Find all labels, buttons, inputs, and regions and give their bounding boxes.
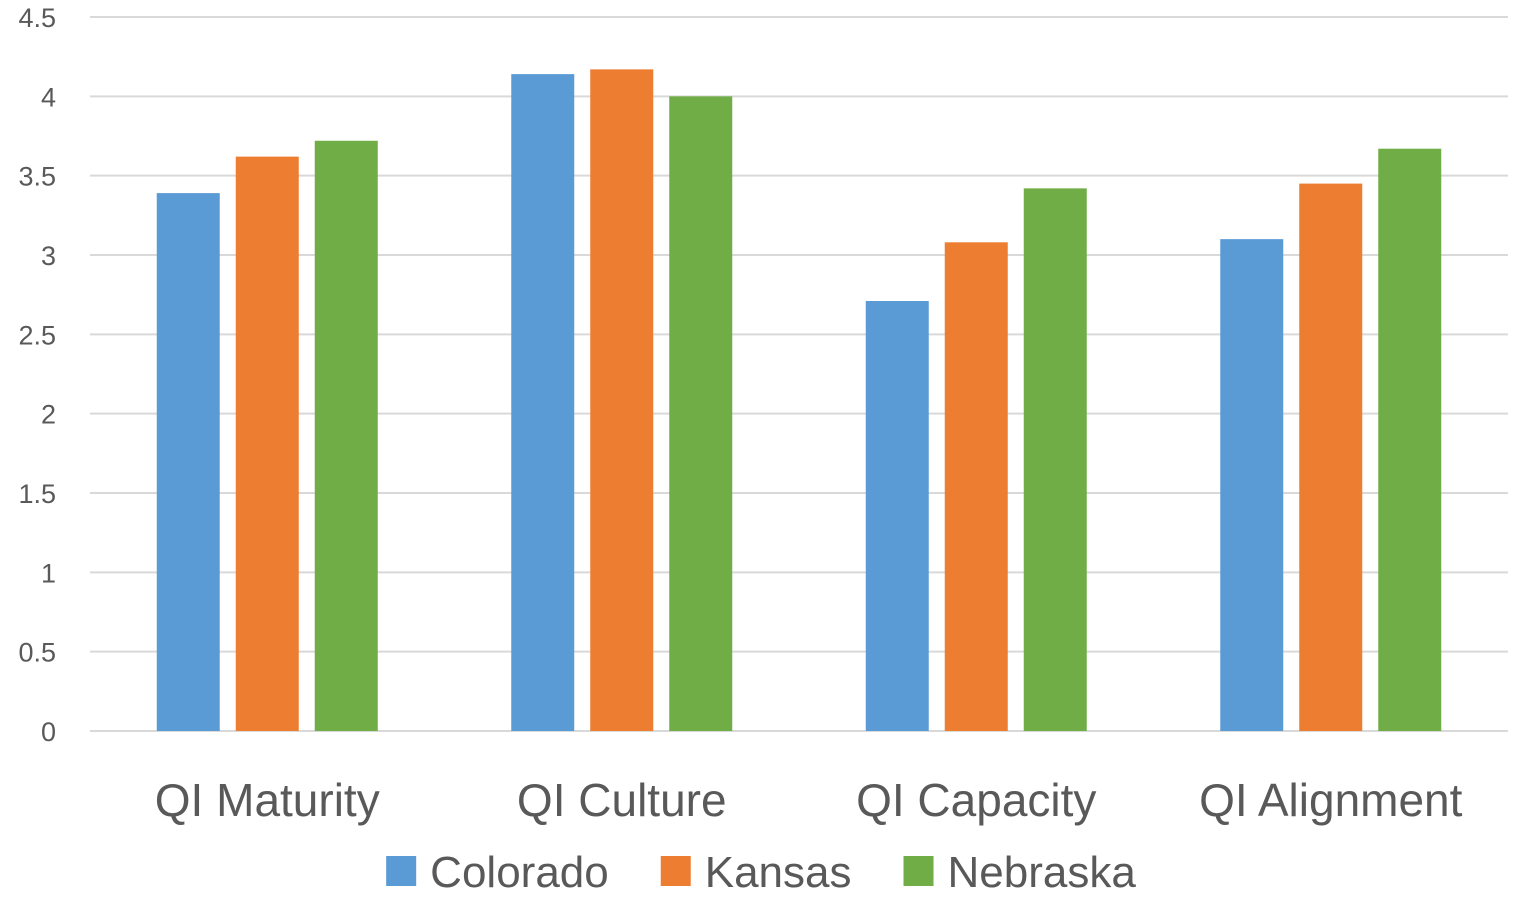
legend-swatch <box>903 856 934 886</box>
legend-swatch <box>386 856 417 886</box>
y-tick-label: 4.5 <box>18 3 56 33</box>
x-category-label: QI Culture <box>517 774 727 826</box>
x-axis-category-labels: QI Maturity QI Culture QI Capacity QI Align… <box>155 774 1463 826</box>
gridlines <box>90 16 1508 732</box>
x-category-label: QI Capacity <box>856 774 1096 826</box>
bar-nebraska-qi-culture <box>669 96 733 732</box>
bar-nebraska-qi-capacity <box>1023 188 1087 732</box>
bar-nebraska-qi-maturity <box>314 140 378 731</box>
bar-kansas-qi-capacity <box>944 242 1008 731</box>
legend-label: Kansas <box>705 848 852 897</box>
x-category-label: QI Alignment <box>1199 774 1463 826</box>
y-tick-label: 3 <box>41 241 56 271</box>
legend: Colorado Kansas Nebraska <box>386 848 1136 897</box>
bar-kansas-qi-alignment <box>1299 183 1363 732</box>
y-tick-label: 3.5 <box>18 162 56 192</box>
bar-colorado-qi-maturity <box>156 193 220 731</box>
x-category-label: QI Maturity <box>155 774 380 826</box>
bar-colorado-qi-alignment <box>1220 239 1284 731</box>
legend-item-nebraska: Nebraska <box>903 848 1137 897</box>
bar-kansas-qi-maturity <box>235 156 299 732</box>
bar-nebraska-qi-alignment <box>1378 148 1442 731</box>
y-tick-label: 1 <box>41 558 56 588</box>
legend-item-colorado: Colorado <box>386 848 609 897</box>
y-tick-label: 0.5 <box>18 638 56 668</box>
legend-swatch <box>660 856 691 886</box>
bar-colorado-qi-capacity <box>865 301 929 731</box>
legend-item-kansas: Kansas <box>660 848 852 897</box>
y-tick-label: 0 <box>41 717 56 747</box>
bar-colorado-qi-culture <box>511 74 575 732</box>
bars <box>156 69 1442 732</box>
legend-label: Nebraska <box>948 848 1137 897</box>
y-axis-tick-labels: 0 0.5 1 1.5 2 2.5 3 3.5 4 4.5 <box>18 3 56 747</box>
bar-kansas-qi-culture <box>590 69 654 732</box>
y-tick-label: 4 <box>41 82 56 112</box>
y-tick-label: 1.5 <box>18 479 56 509</box>
y-tick-label: 2 <box>41 400 56 430</box>
y-tick-label: 2.5 <box>18 320 56 350</box>
legend-label: Colorado <box>430 848 609 897</box>
